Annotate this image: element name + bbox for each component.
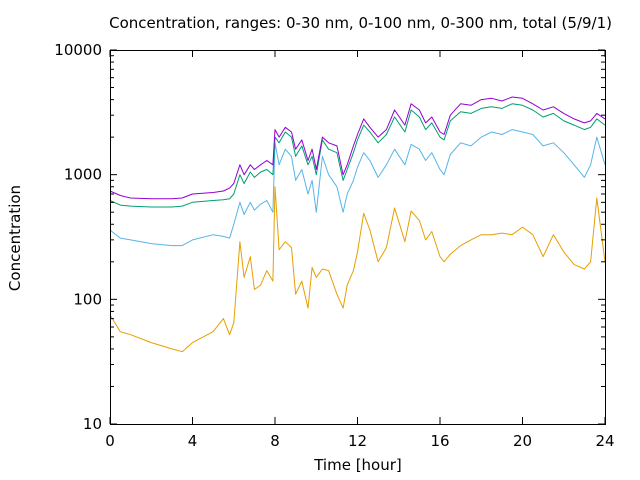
y-tick-label: 1000 [64, 166, 102, 184]
series-layer [109, 96, 606, 353]
x-tick-label: 16 [430, 432, 449, 450]
x-tick-label: 24 [595, 432, 614, 450]
x-tick-label: 8 [270, 432, 280, 450]
series-line-2 [109, 129, 606, 247]
x-tick-label: 20 [513, 432, 532, 450]
chart-title: Concentration, ranges: 0-30 nm, 0-100 nm… [109, 14, 612, 32]
series-line-3 [109, 103, 606, 208]
x-tick-label: 4 [188, 432, 198, 450]
y-tick-label: 10000 [54, 41, 102, 59]
x-tick-label: 0 [105, 432, 115, 450]
plot-frame [110, 50, 606, 425]
x-tick-label: 12 [348, 432, 367, 450]
y-tick-label: 100 [73, 290, 102, 308]
x-axis-label: Time [hour] [314, 456, 402, 474]
y-tick-label: 10 [83, 415, 102, 433]
series-line-1 [109, 186, 606, 353]
series-line-4 [109, 96, 606, 200]
